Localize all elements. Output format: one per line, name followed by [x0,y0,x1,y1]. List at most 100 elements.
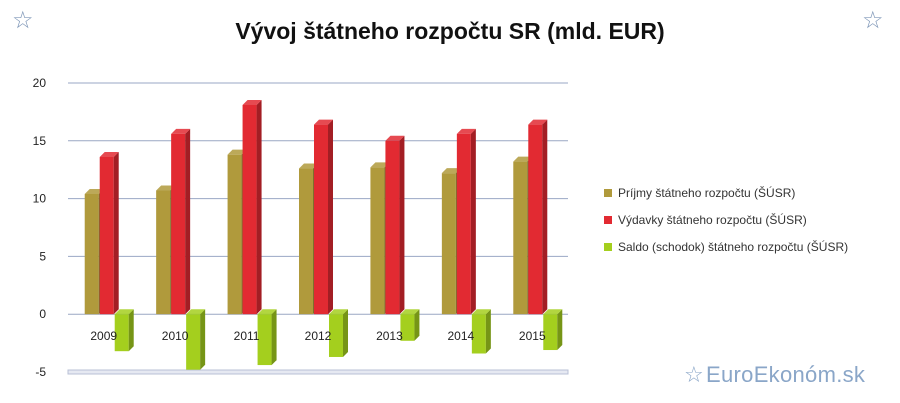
brand-logo: ☆EuroEkonóm.sk [684,362,865,388]
x-tick-label: 2009 [90,329,117,343]
bar-front [528,124,543,315]
bar-top [513,156,533,162]
bar-front [543,314,558,351]
bar-top [299,163,318,169]
bar-top [186,309,206,315]
x-tick-label: 2014 [448,329,475,343]
bar-2014-1 [456,128,476,315]
bar-front [329,314,343,357]
bar-front [299,168,313,315]
bar-side [414,309,420,341]
bar-2015-1 [528,119,548,315]
y-tick-label: 20 [33,76,47,90]
bar-front [171,133,186,315]
bar-side [256,99,262,315]
legend-label-balance: Saldo (schodok) štátneho rozpočtu (ŠÚSR) [618,239,849,254]
bar-top [114,309,134,315]
bar-top [171,128,191,134]
bar-top [543,309,563,315]
bar-top [99,151,119,157]
bar-front [441,173,456,315]
bar-2009-1 [99,151,119,315]
bar-2015-2 [543,309,563,351]
bar-front [400,314,415,341]
star-right-icon: ☆ [862,7,884,34]
legend-item-revenue: Príjmy štátneho rozpočtu (ŠÚSR) [604,184,848,201]
bar-top [400,309,420,315]
bar-side [128,309,134,352]
x-tick-label: 2011 [234,329,260,343]
y-tick-label: -5 [35,365,46,379]
bar-top [242,99,262,105]
brand-text: EuroEkonóm.sk [706,362,866,387]
bar-front [156,190,171,315]
bar-side [470,128,476,315]
bar-side [113,151,119,315]
x-tick-label: 2013 [376,329,403,343]
brand-star-icon: ☆ [684,362,705,387]
bar-front [227,154,242,315]
legend-label-revenue: Príjmy štátneho rozpočtu (ŠÚSR) [618,185,796,200]
bar-2012-2 [329,309,348,357]
bar-2010-2 [186,309,206,370]
y-tick-label: 15 [33,134,47,148]
bar-2011-1 [242,99,262,315]
bar-side [200,309,206,370]
legend-swatch-balance [604,242,612,251]
bar-side [185,128,191,315]
bar-front [242,104,257,315]
bar-2010-1 [171,128,191,315]
chart-floor [67,369,569,375]
bar-front [257,314,272,366]
legend-swatch-expenditure [604,215,612,224]
y-tick-label: 0 [39,307,46,321]
bar-side [542,119,548,315]
bar-side [271,309,277,366]
bar-top [370,162,390,168]
x-tick-label: 2012 [305,329,332,343]
bar-front [513,161,528,315]
bar-front [114,314,129,352]
bar-top [385,135,405,141]
legend-item-balance: Saldo (schodok) štátneho rozpočtu (ŠÚSR) [604,238,848,255]
legend: Príjmy štátneho rozpočtu (ŠÚSR) Výdavky … [604,184,848,265]
bar-top [257,309,277,315]
bar-2009-2 [114,309,134,352]
bar-front [456,133,471,315]
bar-2013-1 [385,135,405,315]
bar-2012-1 [314,119,333,315]
bar-2014-2 [471,309,491,354]
bar-side [328,119,333,315]
y-tick-label: 5 [39,249,46,263]
bar-front [370,167,385,315]
bar-front [385,140,400,315]
bar-front [314,124,328,315]
y-axis-ticks: 20 15 10 5 0 -5 [33,76,47,379]
x-tick-label: 2010 [162,329,189,343]
bar-2013-2 [400,309,420,341]
bar-side [485,309,491,354]
bar-front [99,156,114,315]
bar-top [84,188,104,194]
bar-top [441,168,461,174]
bar-top [227,149,247,155]
bar-side [343,309,348,357]
legend-swatch-revenue [604,188,612,197]
chart-title: Vývoj štátneho rozpočtu SR (mld. EUR) [235,18,665,44]
bar-front [186,314,201,370]
bar-side [557,309,563,351]
bar-top [471,309,491,315]
bar-top [156,185,176,191]
x-axis-ticks: 2009 2010 2011 2012 2013 2014 2015 [90,329,546,343]
bar-side [399,135,405,315]
y-tick-label: 10 [33,192,47,206]
bar-2011-2 [257,309,277,366]
bar-top [528,119,548,125]
bar-top [329,309,348,315]
x-tick-label: 2015 [519,329,546,343]
bar-top [314,119,333,125]
legend-label-expenditure: Výdavky štátneho rozpočtu (ŠÚSR) [618,212,807,227]
bars [84,99,563,370]
bar-front [471,314,486,354]
